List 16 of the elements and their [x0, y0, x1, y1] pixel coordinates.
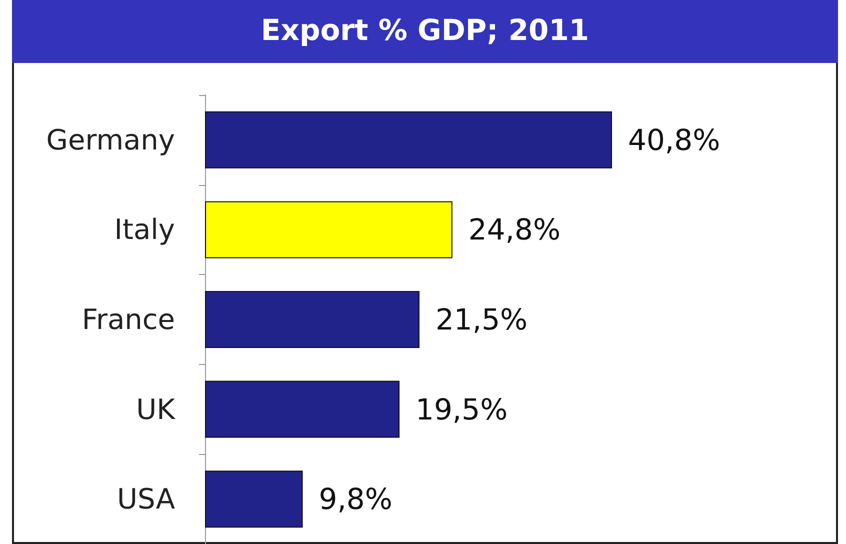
data-label: 9,8% [318, 482, 392, 516]
y-tick-label: UK [136, 392, 176, 426]
y-tick-label: Italy [114, 213, 175, 246]
bar [205, 380, 400, 438]
bar [205, 111, 612, 168]
bar [205, 470, 303, 528]
y-tick-label: France [82, 303, 175, 336]
bar [205, 291, 420, 348]
data-label: 24,8% [468, 212, 561, 247]
y-tick-label: Germany [46, 123, 175, 156]
data-label: 21,5% [435, 302, 528, 336]
bar [205, 201, 452, 258]
data-label: 19,5% [416, 392, 508, 426]
chart-title: Export % GDP; 2011 [12, 0, 838, 63]
data-label: 40,8% [628, 122, 720, 157]
y-tick-label: USA [117, 482, 175, 516]
